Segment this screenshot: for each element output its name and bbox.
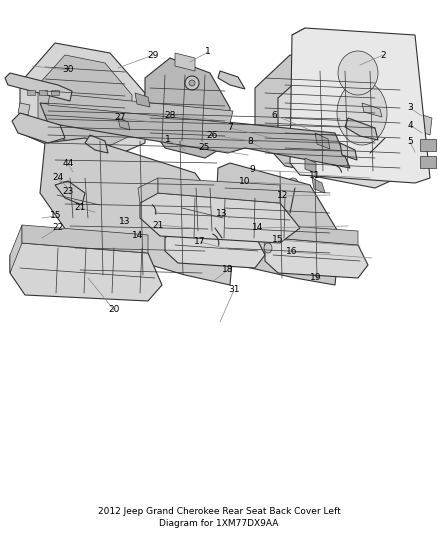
Polygon shape bbox=[10, 243, 162, 301]
Text: 1: 1 bbox=[205, 47, 211, 56]
Text: 13: 13 bbox=[216, 208, 228, 217]
Text: 10: 10 bbox=[239, 177, 251, 187]
Polygon shape bbox=[22, 225, 148, 253]
Text: 24: 24 bbox=[53, 174, 64, 182]
Text: 26: 26 bbox=[206, 131, 218, 140]
Bar bbox=[420, 139, 436, 151]
Ellipse shape bbox=[264, 243, 272, 253]
Polygon shape bbox=[158, 178, 280, 203]
Text: 17: 17 bbox=[194, 238, 206, 246]
Text: 18: 18 bbox=[222, 265, 234, 274]
Ellipse shape bbox=[338, 51, 378, 95]
Polygon shape bbox=[165, 228, 265, 268]
Text: 20: 20 bbox=[108, 305, 120, 314]
Text: 2012 Jeep Grand Cherokee Rear Seat Back Cover Left: 2012 Jeep Grand Cherokee Rear Seat Back … bbox=[98, 506, 340, 515]
Polygon shape bbox=[243, 198, 257, 211]
Ellipse shape bbox=[288, 178, 298, 188]
Text: 3: 3 bbox=[407, 103, 413, 112]
Polygon shape bbox=[40, 138, 235, 285]
Text: 16: 16 bbox=[286, 247, 298, 256]
Text: 22: 22 bbox=[53, 223, 64, 232]
Text: 15: 15 bbox=[272, 236, 284, 245]
Text: 14: 14 bbox=[132, 231, 144, 240]
Ellipse shape bbox=[185, 76, 199, 90]
Polygon shape bbox=[5, 73, 72, 101]
Text: 44: 44 bbox=[62, 159, 74, 168]
Polygon shape bbox=[175, 215, 255, 235]
Polygon shape bbox=[315, 133, 330, 149]
Text: 31: 31 bbox=[228, 286, 240, 295]
Polygon shape bbox=[10, 225, 22, 273]
Text: 11: 11 bbox=[309, 171, 321, 180]
Text: 30: 30 bbox=[62, 66, 74, 75]
Polygon shape bbox=[408, 111, 432, 135]
Polygon shape bbox=[275, 225, 358, 245]
Polygon shape bbox=[48, 93, 233, 123]
Polygon shape bbox=[218, 71, 245, 89]
Polygon shape bbox=[265, 238, 368, 278]
Text: 8: 8 bbox=[247, 138, 253, 147]
Ellipse shape bbox=[189, 80, 195, 86]
Polygon shape bbox=[215, 163, 340, 285]
Polygon shape bbox=[118, 118, 130, 130]
Text: 7: 7 bbox=[227, 124, 233, 133]
Polygon shape bbox=[138, 178, 158, 203]
Polygon shape bbox=[265, 215, 290, 235]
Text: 5: 5 bbox=[407, 138, 413, 147]
Polygon shape bbox=[255, 211, 272, 225]
Text: 13: 13 bbox=[119, 217, 131, 227]
Polygon shape bbox=[38, 55, 132, 148]
Text: 12: 12 bbox=[277, 191, 289, 200]
Text: 23: 23 bbox=[62, 188, 74, 197]
Text: 9: 9 bbox=[249, 166, 255, 174]
Polygon shape bbox=[305, 158, 316, 173]
Text: 6: 6 bbox=[271, 110, 277, 119]
Polygon shape bbox=[145, 58, 230, 158]
Polygon shape bbox=[175, 53, 195, 71]
Text: 15: 15 bbox=[50, 212, 62, 221]
Text: 19: 19 bbox=[310, 273, 322, 282]
Text: 27: 27 bbox=[114, 114, 126, 123]
Polygon shape bbox=[85, 135, 108, 153]
Polygon shape bbox=[140, 193, 300, 243]
Polygon shape bbox=[312, 178, 325, 193]
Polygon shape bbox=[175, 183, 228, 235]
Ellipse shape bbox=[337, 81, 387, 145]
Bar bbox=[420, 156, 436, 168]
Polygon shape bbox=[20, 43, 145, 158]
Text: 21: 21 bbox=[74, 204, 86, 213]
Polygon shape bbox=[40, 103, 350, 168]
Polygon shape bbox=[362, 103, 382, 117]
Polygon shape bbox=[12, 113, 65, 143]
Text: 4: 4 bbox=[407, 120, 413, 130]
Bar bbox=[39, 90, 47, 95]
Polygon shape bbox=[135, 93, 150, 107]
Text: 2: 2 bbox=[380, 51, 386, 60]
Polygon shape bbox=[50, 173, 105, 225]
Polygon shape bbox=[278, 65, 408, 188]
Ellipse shape bbox=[271, 216, 285, 234]
Ellipse shape bbox=[68, 186, 78, 196]
Polygon shape bbox=[345, 118, 378, 140]
Text: 28: 28 bbox=[164, 110, 176, 119]
Polygon shape bbox=[255, 55, 385, 178]
Text: Diagram for 1XM77DX9AA: Diagram for 1XM77DX9AA bbox=[159, 519, 279, 528]
Text: 29: 29 bbox=[147, 51, 159, 60]
Bar bbox=[51, 90, 59, 95]
Polygon shape bbox=[163, 215, 175, 238]
Polygon shape bbox=[18, 103, 30, 115]
Text: 25: 25 bbox=[198, 143, 210, 152]
Text: 1: 1 bbox=[165, 135, 171, 144]
Text: 14: 14 bbox=[252, 223, 264, 232]
Polygon shape bbox=[55, 181, 85, 205]
Polygon shape bbox=[290, 28, 430, 183]
Polygon shape bbox=[340, 143, 357, 160]
Text: 21: 21 bbox=[152, 221, 164, 230]
Bar bbox=[27, 90, 35, 95]
Polygon shape bbox=[263, 225, 275, 248]
